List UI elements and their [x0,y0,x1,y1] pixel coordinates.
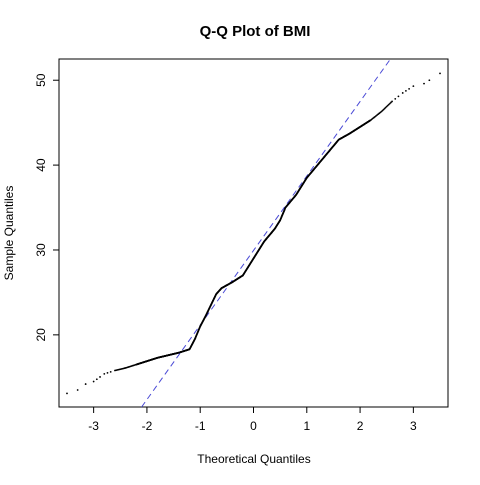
y-tick-label: 50 [34,73,48,87]
sample-point [77,389,79,391]
sample-point [110,371,112,373]
plot-frame [59,59,448,407]
sample-point [412,85,414,87]
sample-point [398,95,400,97]
sample-point [103,373,105,375]
x-tick-label: 3 [410,419,417,433]
x-tick-label: -2 [142,419,153,433]
x-axis: -3 -2 -1 0 1 2 3 [88,407,417,433]
x-tick-label: -3 [88,419,99,433]
sample-point [85,383,87,385]
y-tick-label: 30 [34,243,48,257]
sample-point [428,79,430,81]
sample-point [402,92,404,94]
y-tick-label: 20 [34,328,48,342]
sample-point [423,83,425,85]
chart-title: Q-Q Plot of BMI [200,23,311,40]
sample-point [66,393,68,395]
sample-point [405,90,407,92]
sample-point [391,101,393,103]
x-axis-label: Theoretical Quantiles [197,452,310,466]
sample-point [394,98,396,100]
y-axis-label: Sample Quantiles [2,186,16,281]
sample-point [408,88,410,90]
sample-points [66,73,441,395]
sample-point [96,378,98,380]
reference-line [142,59,391,407]
y-axis: 20 30 40 50 [34,73,59,341]
sample-point [99,376,101,378]
x-tick-label: 2 [357,419,364,433]
x-tick-label: 1 [303,419,310,433]
sample-point [93,381,95,383]
x-tick-label: -1 [195,419,206,433]
sample-point [107,372,109,374]
y-tick-label: 40 [34,158,48,172]
sample-point [439,73,441,75]
x-tick-label: 0 [250,419,257,433]
